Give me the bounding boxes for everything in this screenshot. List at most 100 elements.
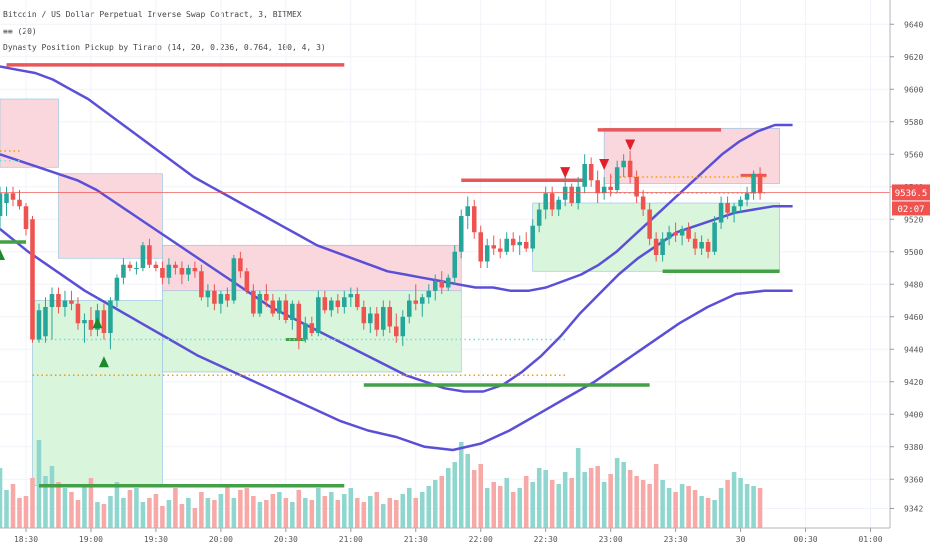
candle-body — [757, 173, 763, 194]
candle-body — [251, 290, 256, 314]
volume-bar — [257, 502, 263, 528]
candle-body — [699, 242, 704, 249]
volume-bar — [140, 502, 146, 528]
candle-body — [510, 238, 516, 246]
candle-body — [705, 242, 711, 252]
candle-body — [725, 203, 730, 213]
y-tick-label: 9600 — [904, 85, 923, 94]
volume-bar — [465, 454, 471, 528]
volume-bar — [569, 478, 574, 528]
y-tick-label: 9640 — [904, 20, 923, 29]
candle-body — [400, 316, 406, 337]
volume-bar — [309, 500, 315, 528]
y-tick-label: 9500 — [904, 248, 923, 257]
candle-body — [536, 209, 542, 226]
volume-bar — [303, 498, 308, 528]
candle-body — [30, 219, 35, 340]
volume-bar — [712, 500, 717, 528]
x-tick-label: 30 — [736, 535, 746, 544]
volume-bar — [218, 494, 224, 528]
candle-body — [601, 186, 607, 194]
volume-bar — [225, 484, 230, 528]
y-tick-label: 9342 — [904, 505, 923, 514]
volume-bar — [582, 472, 587, 528]
volume-bar — [419, 492, 425, 528]
volume-bar — [523, 476, 529, 528]
candle-body — [614, 167, 620, 190]
volume-bar — [666, 488, 672, 528]
level-lines — [0, 63, 780, 488]
volume-bar — [244, 488, 250, 528]
candle-body — [134, 268, 139, 269]
buy-signal-marker — [98, 356, 109, 368]
candle-body — [244, 271, 250, 291]
candle-body — [666, 232, 672, 239]
volume-bar — [329, 492, 334, 528]
countdown-label-box — [892, 201, 930, 216]
candle-body — [712, 222, 717, 252]
candle-body — [588, 164, 594, 181]
candle-body — [108, 300, 113, 333]
current-price-label-box — [892, 184, 930, 201]
volume-bar — [277, 492, 282, 528]
candle-body — [621, 160, 626, 168]
volume-bar — [231, 498, 237, 528]
candle-body — [452, 251, 458, 278]
volume-bar — [290, 502, 295, 528]
candle-body — [166, 264, 172, 278]
volume-bar — [62, 488, 68, 528]
buy-signal-marker — [92, 317, 103, 329]
candle-body — [595, 180, 600, 194]
volume-bar — [348, 488, 354, 528]
volume-bar — [69, 492, 74, 528]
candle-body — [173, 264, 178, 268]
volume-bar — [4, 490, 9, 528]
candle-body — [445, 277, 451, 288]
volume-bar — [653, 464, 659, 528]
volume-bar — [361, 502, 367, 528]
candle-body — [23, 206, 29, 229]
volume-bar — [127, 490, 133, 528]
volume-bar — [621, 462, 626, 528]
candle-body — [218, 294, 224, 304]
candle-body — [270, 300, 276, 314]
volume-bar — [322, 496, 328, 528]
candle-body — [692, 238, 698, 249]
candle-body — [342, 297, 347, 307]
volume-bar — [543, 470, 548, 528]
volume-bar — [432, 480, 438, 528]
y-tick-label: 9480 — [904, 280, 923, 289]
volume-bar — [562, 472, 568, 528]
volume-bar — [355, 498, 360, 528]
candle-body — [140, 245, 146, 268]
candle-body — [686, 229, 691, 239]
volume-bar — [757, 488, 763, 528]
candle-body — [121, 264, 126, 278]
chart-title-symbol: Bitcoin / US Dollar Perpetual Inverse Sw… — [3, 10, 302, 19]
volume-bar — [23, 496, 29, 528]
volume-bar — [88, 478, 94, 528]
volume-bar — [186, 498, 191, 528]
resistance-zone — [58, 173, 163, 259]
volume-bar — [647, 484, 652, 528]
indicator-legend: Dynasty Position Pickup by Tirano (14, 2… — [3, 43, 326, 52]
volume-bar — [296, 490, 302, 528]
volume-bar — [394, 500, 399, 528]
volume-bar — [381, 504, 386, 528]
candle-body — [718, 203, 724, 223]
volume-bar — [692, 490, 698, 528]
candle-body — [329, 300, 334, 311]
volume-bar — [510, 492, 516, 528]
upper-band-line — [0, 65, 793, 293]
candle-body — [478, 232, 484, 262]
candle-body — [62, 300, 68, 307]
candle-body — [0, 193, 3, 216]
y-tick-label: 9460 — [904, 313, 923, 322]
candle-body — [179, 268, 185, 275]
volume-bar — [517, 488, 522, 528]
volume-bar — [251, 496, 256, 528]
candle-body — [374, 313, 380, 330]
candle-body — [517, 242, 522, 246]
candle-body — [744, 193, 750, 200]
